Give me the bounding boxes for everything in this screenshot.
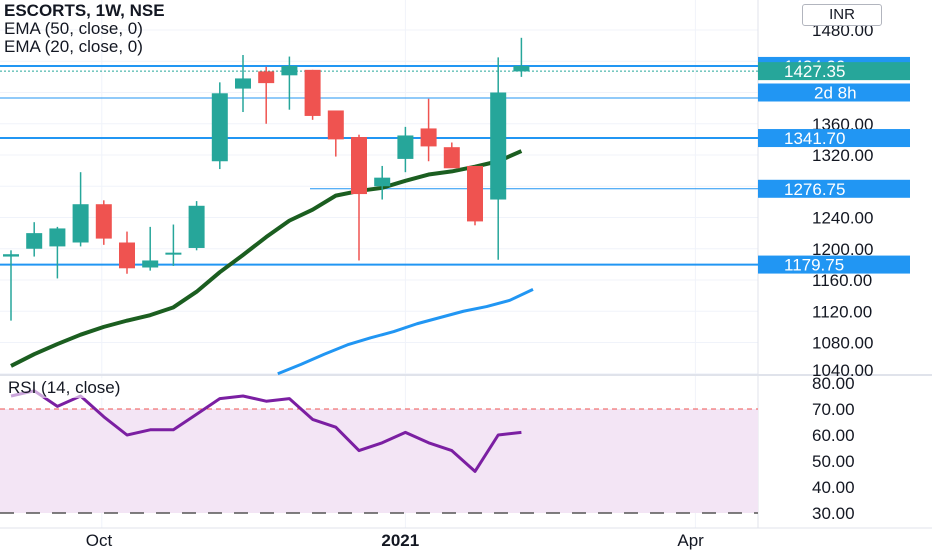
- candle-body[interactable]: [235, 78, 251, 89]
- currency-button[interactable]: INR: [802, 4, 882, 26]
- rsi-tick-label: 80.00: [812, 374, 855, 393]
- symbol-title[interactable]: ESCORTS, 1W, NSE: [4, 1, 165, 20]
- rsi-tick-label: 50.00: [812, 452, 855, 471]
- ema50-legend[interactable]: EMA (50, close, 0): [4, 19, 143, 38]
- price-tick-label: 1160.00: [812, 271, 872, 290]
- candle-body[interactable]: [49, 228, 66, 247]
- candle-body[interactable]: [490, 92, 507, 200]
- level-label: 1427.35: [784, 62, 845, 81]
- candle-body[interactable]: [3, 254, 19, 257]
- level-label-box: [758, 179, 910, 198]
- rsi-band: [0, 409, 758, 513]
- level-label: 1276.75: [784, 180, 845, 199]
- candle-body[interactable]: [165, 252, 182, 255]
- candle-body[interactable]: [142, 260, 159, 268]
- candle-body[interactable]: [351, 137, 367, 195]
- ema20-legend[interactable]: EMA (20, close, 0): [4, 37, 143, 56]
- level-label: 1179.75: [784, 256, 844, 275]
- candle-body[interactable]: [327, 110, 344, 140]
- rsi-tick-label: 30.00: [812, 504, 855, 523]
- level-label-box: [758, 129, 910, 148]
- ema50-line[interactable]: [277, 288, 534, 376]
- chart-legend: ESCORTS, 1W, NSE EMA (50, close, 0) EMA …: [4, 2, 165, 56]
- candle-body[interactable]: [26, 233, 43, 249]
- time-tick-label: Apr: [677, 531, 704, 550]
- price-tick-label: 1080.00: [812, 334, 873, 353]
- level-label: 1341.70: [784, 129, 845, 148]
- candle-body[interactable]: [420, 128, 437, 147]
- price-tick-label: 1040.00: [812, 361, 873, 380]
- price-tick-label: 1200.00: [812, 240, 873, 259]
- rsi-tick-label: 40.00: [812, 478, 855, 497]
- price-tick-label: 1360.00: [812, 115, 873, 134]
- ema20-line[interactable]: [10, 149, 523, 368]
- candle-body[interactable]: [467, 165, 483, 222]
- price-tick-label: 1240.00: [812, 209, 873, 228]
- candle-body[interactable]: [304, 69, 321, 116]
- candle-body[interactable]: [211, 93, 228, 162]
- candle-body[interactable]: [513, 65, 530, 72]
- rsi-tick-label: 60.00: [812, 426, 855, 445]
- candle-body[interactable]: [258, 71, 275, 84]
- time-tick-label: 2021: [381, 531, 419, 550]
- countdown-box: [758, 83, 910, 102]
- candle-body[interactable]: [281, 65, 298, 76]
- rsi-line[interactable]: [10, 389, 522, 473]
- candle-body[interactable]: [119, 242, 135, 269]
- level-label-box: [758, 62, 910, 81]
- candle-body[interactable]: [397, 135, 414, 159]
- price-tick-label: 1120.00: [812, 302, 872, 321]
- candle-body[interactable]: [443, 147, 460, 169]
- rsi-tick-label: 70.00: [812, 400, 855, 419]
- level-label-box: [758, 255, 910, 274]
- time-tick-label: Oct: [86, 531, 113, 550]
- candle-body[interactable]: [95, 204, 112, 239]
- candle-body[interactable]: [188, 205, 205, 248]
- price-tick-label: 1320.00: [812, 146, 873, 165]
- candle-body[interactable]: [72, 204, 89, 243]
- candle-body[interactable]: [374, 177, 391, 187]
- countdown-label: 2d 8h: [814, 84, 857, 103]
- rsi-legend[interactable]: RSI (14, close): [6, 378, 123, 398]
